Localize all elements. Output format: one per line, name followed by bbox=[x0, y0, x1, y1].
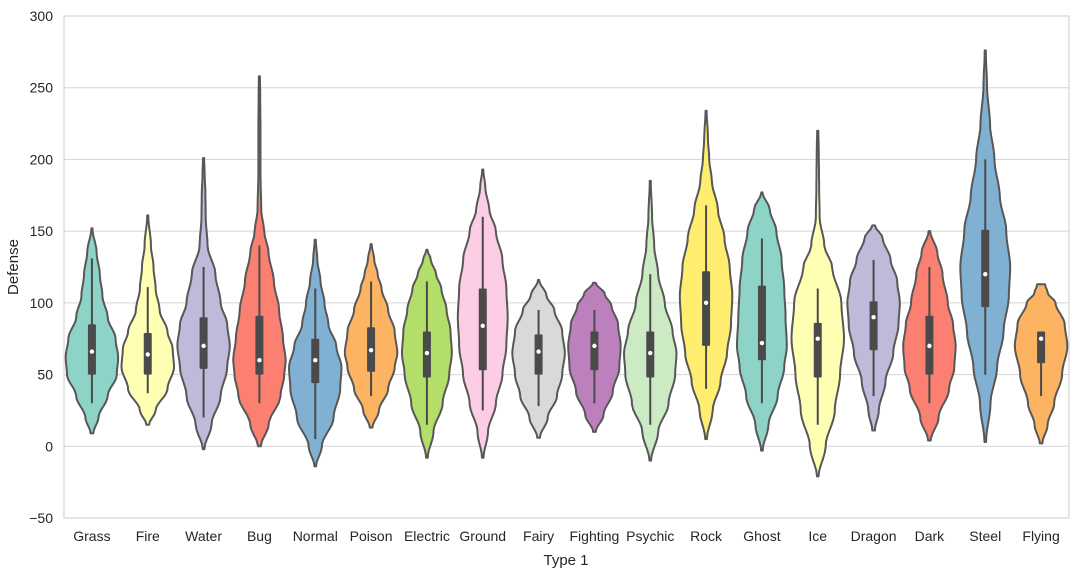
violin-iqr-box bbox=[590, 331, 599, 371]
x-tick-label: Psychic bbox=[626, 528, 674, 544]
plot-frame bbox=[63, 15, 1070, 519]
violin-median bbox=[536, 349, 541, 354]
grid-lines bbox=[64, 15, 1069, 519]
x-tick-label: Fire bbox=[136, 528, 160, 544]
y-tick-label: 100 bbox=[30, 295, 54, 311]
violin-median bbox=[871, 315, 876, 320]
y-axis-label: Defense bbox=[5, 239, 22, 295]
violin-median bbox=[703, 300, 709, 306]
violin-fighting bbox=[567, 281, 622, 433]
violin-ghost bbox=[736, 191, 788, 452]
violin-psychic bbox=[623, 179, 678, 462]
violin-median bbox=[145, 352, 150, 357]
x-axis-label: Type 1 bbox=[543, 552, 588, 569]
x-tick-label: Electric bbox=[404, 528, 450, 544]
violin-ground bbox=[456, 168, 509, 459]
violin-median bbox=[424, 350, 430, 356]
violin-iqr-box bbox=[199, 317, 208, 369]
x-tick-label: Normal bbox=[293, 528, 338, 544]
violin-median bbox=[368, 347, 374, 353]
y-tick-label: 50 bbox=[37, 367, 53, 383]
violin-bug bbox=[232, 75, 287, 448]
violin-iqr-box bbox=[702, 271, 711, 346]
y-tick-labels: −50 0 50 100 150 200 250 300 bbox=[29, 8, 53, 526]
violin-ice bbox=[790, 129, 845, 478]
violin-median bbox=[257, 358, 262, 363]
y-tick-label: −50 bbox=[29, 510, 53, 526]
violin-dark bbox=[902, 230, 957, 442]
violin-median bbox=[1038, 336, 1044, 341]
violin-median bbox=[815, 336, 820, 341]
x-tick-label: Water bbox=[185, 528, 222, 544]
violin-median bbox=[89, 349, 95, 354]
violin-fire bbox=[120, 214, 175, 426]
violin-dragon bbox=[846, 224, 901, 432]
violin-grass bbox=[64, 227, 120, 435]
violin-iqr-box bbox=[478, 288, 487, 371]
x-tick-label: Ghost bbox=[743, 528, 780, 544]
violin-median bbox=[927, 343, 932, 349]
x-tick-label: Flying bbox=[1022, 528, 1059, 544]
x-tick-label: Grass bbox=[73, 528, 110, 544]
x-tick-label: Rock bbox=[690, 528, 723, 544]
x-tick-label: Ground bbox=[459, 528, 506, 544]
violin-electric bbox=[401, 248, 453, 459]
violin-iqr-box bbox=[813, 322, 822, 378]
violin-median bbox=[983, 271, 988, 277]
x-tick-label: Dragon bbox=[851, 528, 897, 544]
violin-rock bbox=[678, 109, 734, 441]
violin-iqr-box bbox=[534, 334, 543, 375]
y-tick-label: 150 bbox=[30, 223, 54, 239]
violin-median bbox=[313, 358, 318, 363]
violin-median bbox=[201, 343, 206, 349]
violin-iqr-box bbox=[1037, 331, 1046, 364]
x-tick-label: Fairy bbox=[523, 528, 554, 544]
x-tick-label: Ice bbox=[808, 528, 827, 544]
violin-steel bbox=[959, 49, 1012, 443]
violin-iqr-box bbox=[757, 285, 766, 361]
y-tick-label: 250 bbox=[30, 80, 54, 96]
x-tick-label: Steel bbox=[969, 528, 1001, 544]
violin-median bbox=[759, 340, 765, 346]
y-tick-label: 300 bbox=[30, 8, 54, 24]
violin-median bbox=[480, 323, 485, 329]
violin-iqr-box bbox=[981, 229, 990, 308]
x-tick-label: Bug bbox=[247, 528, 272, 544]
violin-iqr-box bbox=[869, 301, 878, 351]
violin-iqr-box bbox=[255, 315, 264, 375]
violin-flying bbox=[1013, 283, 1069, 445]
violin-normal bbox=[288, 238, 343, 468]
violins bbox=[64, 49, 1069, 478]
violin-median bbox=[648, 350, 653, 356]
violin-fairy bbox=[511, 278, 566, 439]
x-tick-label: Fighting bbox=[570, 528, 620, 544]
violin-water bbox=[176, 157, 231, 451]
y-tick-label: 0 bbox=[45, 438, 53, 454]
y-tick-label: 200 bbox=[30, 151, 54, 167]
x-tick-labels: Grass Fire Water Bug Normal Poison Electric Gro… bbox=[73, 528, 1060, 544]
violin-poison bbox=[343, 243, 399, 429]
x-tick-label: Dark bbox=[915, 528, 946, 544]
x-tick-label: Poison bbox=[350, 528, 393, 544]
violin-median bbox=[592, 343, 597, 349]
